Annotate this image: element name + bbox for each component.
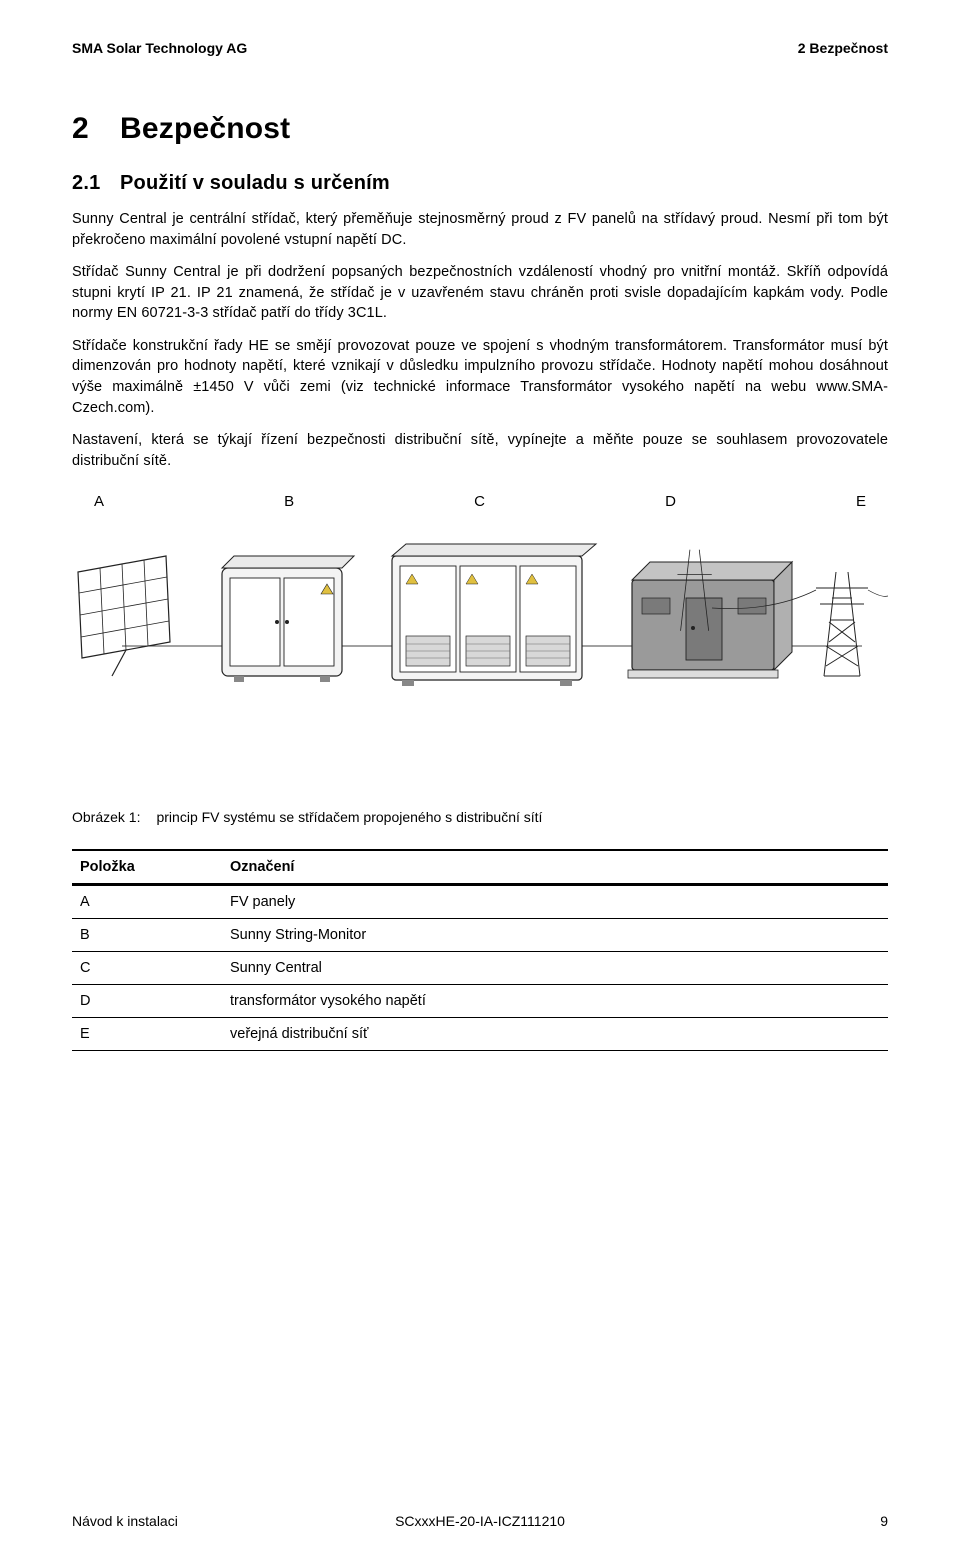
table-cell-key: B: [72, 919, 222, 952]
legend-table: Položka Označení A FV panely B Sunny Str…: [72, 849, 888, 1051]
heading-1: 2Bezpečnost: [72, 112, 888, 146]
heading-2-number: 2.1: [72, 172, 120, 195]
footer-doc-id: SCxxxHE-20-IA-ICZ111210: [72, 1513, 888, 1529]
body-paragraph: Nastavení, která se týkají řízení bezpeč…: [72, 430, 888, 471]
table-header: Označení: [222, 850, 888, 885]
transformer-icon: [628, 562, 792, 678]
figure-caption: Obrázek 1: princip FV systému se střídače…: [72, 809, 888, 825]
body-paragraph: Sunny Central je centrální střídač, kter…: [72, 209, 888, 250]
table-cell-key: A: [72, 885, 222, 919]
table-cell-value: Sunny String-Monitor: [222, 919, 888, 952]
table-cell-key: C: [72, 952, 222, 985]
table-row: B Sunny String-Monitor: [72, 919, 888, 952]
table-row: C Sunny Central: [72, 952, 888, 985]
table-row: A FV panely: [72, 885, 888, 919]
diagram-label: D: [665, 493, 676, 510]
figure-caption-text: princip FV systému se střídačem propojen…: [156, 809, 542, 825]
pv-panel-icon: [78, 556, 170, 676]
table-header: Položka: [72, 850, 222, 885]
table-cell-value: veřejná distribuční síť: [222, 1018, 888, 1051]
heading-1-number: 2: [72, 112, 120, 146]
table-cell-key: D: [72, 985, 222, 1018]
figure-caption-prefix: Obrázek 1:: [72, 809, 140, 825]
body-paragraph: Střídače konstrukční řady HE se smějí pr…: [72, 336, 888, 418]
table-row: D transformátor vysokého napětí: [72, 985, 888, 1018]
table-cell-value: transformátor vysokého napětí: [222, 985, 888, 1018]
header-company: SMA Solar Technology AG: [72, 40, 247, 56]
diagram-label: B: [284, 493, 294, 510]
diagram-labels-row: A B C D E: [72, 493, 888, 510]
table-row: E veřejná distribuční síť: [72, 1018, 888, 1051]
page-footer: SCxxxHE-20-IA-ICZ111210 Návod k instalac…: [72, 1513, 888, 1529]
heading-2: 2.1Použití v souladu s určením: [72, 172, 888, 195]
page-header: SMA Solar Technology AG 2 Bezpečnost: [72, 40, 888, 56]
table-cell-key: E: [72, 1018, 222, 1051]
body-paragraph: Střídač Sunny Central je při dodržení po…: [72, 262, 888, 324]
inverter-icon: [392, 544, 596, 686]
table-cell-value: Sunny Central: [222, 952, 888, 985]
diagram-svg: [72, 516, 888, 706]
table-header-row: Položka Označení: [72, 850, 888, 885]
heading-2-text: Použití v souladu s určením: [120, 172, 390, 194]
diagram-label: E: [856, 493, 866, 510]
table-cell-value: FV panely: [222, 885, 888, 919]
string-monitor-icon: [222, 556, 354, 682]
diagram-label: A: [94, 493, 104, 510]
header-section: 2 Bezpečnost: [798, 40, 888, 56]
diagram-label: C: [474, 493, 485, 510]
system-diagram: A B C D E: [72, 493, 888, 711]
heading-1-text: Bezpečnost: [120, 112, 290, 145]
page: SMA Solar Technology AG 2 Bezpečnost 2Be…: [0, 0, 960, 1559]
